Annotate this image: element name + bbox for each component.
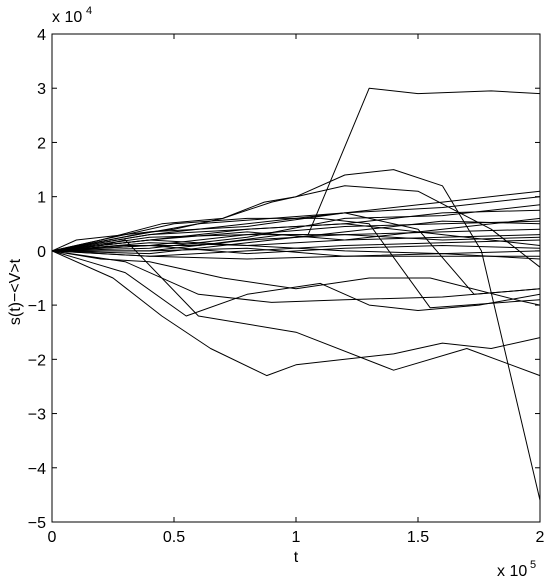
series-line-2 <box>51 185 541 268</box>
x-tick-label: 1.5 <box>407 529 429 546</box>
series-line-1 <box>51 250 541 377</box>
series-line-8 <box>51 250 541 303</box>
x-axis-label: t <box>294 549 299 566</box>
series-line-20 <box>51 204 541 252</box>
series-line-25 <box>51 190 541 252</box>
y-tick-label: −2 <box>28 352 46 369</box>
y-tick-label: −3 <box>28 407 46 424</box>
series-line-7 <box>51 250 541 306</box>
y-tick-label: −5 <box>28 515 46 532</box>
x-multiplier-exponent: 5 <box>530 559 536 571</box>
y-multiplier-exponent: 4 <box>86 5 92 17</box>
y-tick-label: 0 <box>37 244 46 261</box>
axis-tick-labels: 0 0.5 1 1.5 2 −5 −4 −3 −2 −1 0 1 2 3 4 <box>28 27 545 546</box>
series-line-21 <box>51 217 541 252</box>
x-tick-label: 1 <box>292 529 301 546</box>
series-line-22 <box>51 220 541 255</box>
series-line-18 <box>51 250 540 260</box>
series-line-23 <box>51 234 541 252</box>
y-tick-label: −1 <box>28 298 46 315</box>
y-tick-label: −4 <box>28 461 46 478</box>
y-tick-label: 1 <box>37 190 46 207</box>
series-line-10 <box>51 217 541 309</box>
y-tick-label: 2 <box>37 135 46 152</box>
y-multiplier-label: x 10 <box>52 9 82 26</box>
x-tick-label: 0 <box>48 529 57 546</box>
series-line-9 <box>51 250 541 317</box>
series-line-26 <box>52 247 541 260</box>
series-line-6 <box>51 212 541 295</box>
axis-ticks <box>51 33 541 523</box>
series-lines <box>51 87 541 501</box>
series-line-5 <box>51 169 541 501</box>
x-tick-label: 2 <box>536 529 545 546</box>
y-tick-label: 3 <box>37 81 46 98</box>
series-line-24 <box>51 245 541 255</box>
series-line-19 <box>51 223 541 252</box>
y-tick-label: 4 <box>37 27 46 44</box>
x-multiplier-label: x 10 <box>497 563 527 580</box>
x-tick-label: 0.5 <box>163 529 185 546</box>
y-axis-label: s(t)−<V>t <box>7 258 24 325</box>
axes-box <box>51 33 541 523</box>
